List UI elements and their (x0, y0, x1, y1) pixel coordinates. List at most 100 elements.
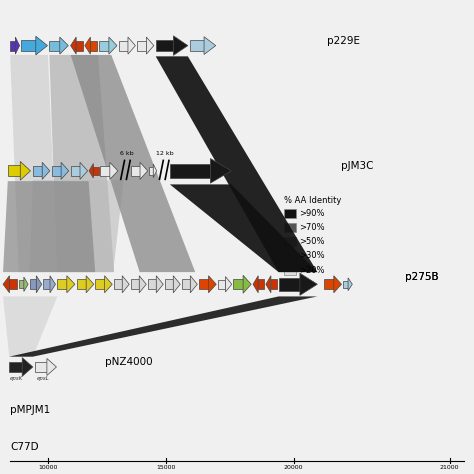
Polygon shape (209, 276, 216, 293)
Polygon shape (199, 279, 209, 289)
Bar (284, 223, 296, 232)
Polygon shape (3, 296, 57, 356)
Polygon shape (35, 362, 47, 372)
Polygon shape (190, 276, 197, 293)
Polygon shape (18, 280, 24, 289)
Text: >20%: >20% (300, 265, 325, 274)
Polygon shape (15, 37, 19, 54)
Polygon shape (3, 181, 95, 272)
Polygon shape (3, 276, 9, 293)
Polygon shape (334, 276, 341, 293)
Polygon shape (110, 162, 118, 179)
Polygon shape (128, 37, 136, 54)
Text: epsL: epsL (37, 376, 50, 381)
Polygon shape (9, 296, 318, 356)
Polygon shape (80, 162, 88, 179)
Polygon shape (170, 184, 318, 272)
Polygon shape (156, 40, 173, 51)
Polygon shape (253, 276, 258, 293)
Polygon shape (49, 55, 114, 272)
Polygon shape (226, 277, 232, 292)
Polygon shape (300, 273, 318, 295)
Polygon shape (36, 276, 42, 293)
Polygon shape (109, 37, 117, 54)
Polygon shape (233, 279, 243, 290)
Polygon shape (122, 276, 129, 293)
Text: p275B: p275B (405, 272, 438, 282)
Polygon shape (266, 276, 271, 293)
Polygon shape (173, 36, 188, 55)
Polygon shape (89, 164, 93, 178)
Polygon shape (100, 166, 110, 176)
Text: >70%: >70% (300, 223, 325, 232)
Bar (284, 251, 296, 261)
Polygon shape (105, 276, 112, 293)
Polygon shape (95, 279, 105, 289)
Polygon shape (173, 276, 180, 293)
Polygon shape (170, 164, 210, 178)
Text: >90%: >90% (300, 209, 325, 218)
Polygon shape (204, 36, 216, 55)
Polygon shape (258, 279, 264, 289)
Polygon shape (131, 166, 140, 176)
Polygon shape (67, 276, 75, 293)
Text: pMPJM1: pMPJM1 (10, 404, 50, 414)
Polygon shape (61, 162, 69, 179)
Polygon shape (29, 180, 124, 272)
Polygon shape (29, 279, 36, 289)
Polygon shape (348, 278, 352, 291)
Polygon shape (164, 279, 173, 289)
Polygon shape (93, 167, 99, 175)
Polygon shape (22, 357, 33, 376)
Polygon shape (86, 276, 94, 293)
Text: 12 kb: 12 kb (156, 151, 174, 156)
Text: p275B: p275B (405, 272, 438, 282)
Text: 10000: 10000 (38, 465, 58, 470)
Text: 20000: 20000 (284, 465, 303, 470)
Polygon shape (119, 41, 128, 51)
Polygon shape (149, 167, 153, 175)
Polygon shape (10, 55, 57, 272)
Polygon shape (148, 279, 156, 289)
Polygon shape (50, 276, 55, 293)
Polygon shape (153, 164, 156, 178)
Polygon shape (47, 358, 56, 375)
Text: pJM3C: pJM3C (341, 161, 374, 171)
Polygon shape (131, 279, 139, 289)
Bar (284, 265, 296, 275)
Polygon shape (140, 162, 148, 179)
Polygon shape (137, 41, 146, 51)
Text: 21000: 21000 (440, 465, 459, 470)
Text: epsK: epsK (9, 376, 23, 381)
Polygon shape (271, 279, 277, 289)
Polygon shape (71, 37, 76, 54)
Polygon shape (42, 162, 50, 179)
Text: % AA Identity: % AA Identity (284, 196, 342, 205)
Polygon shape (324, 279, 334, 289)
Polygon shape (210, 158, 231, 183)
Polygon shape (49, 41, 60, 51)
Text: pNZ4000: pNZ4000 (105, 357, 152, 367)
Polygon shape (99, 41, 109, 51)
Polygon shape (343, 281, 348, 288)
Text: 6 kb: 6 kb (119, 151, 133, 156)
Polygon shape (182, 279, 190, 289)
Polygon shape (43, 279, 50, 289)
Polygon shape (279, 278, 300, 291)
Polygon shape (36, 36, 47, 55)
Polygon shape (139, 276, 146, 293)
Polygon shape (85, 37, 91, 54)
Polygon shape (71, 55, 195, 272)
Polygon shape (91, 41, 97, 51)
Polygon shape (60, 37, 68, 54)
Polygon shape (146, 37, 154, 54)
Polygon shape (9, 362, 22, 373)
Text: >30%: >30% (300, 251, 325, 260)
Polygon shape (52, 166, 61, 176)
Polygon shape (156, 56, 318, 272)
Polygon shape (8, 165, 20, 176)
Polygon shape (9, 279, 17, 289)
Bar (284, 209, 296, 218)
Polygon shape (77, 279, 86, 289)
Polygon shape (218, 280, 226, 289)
